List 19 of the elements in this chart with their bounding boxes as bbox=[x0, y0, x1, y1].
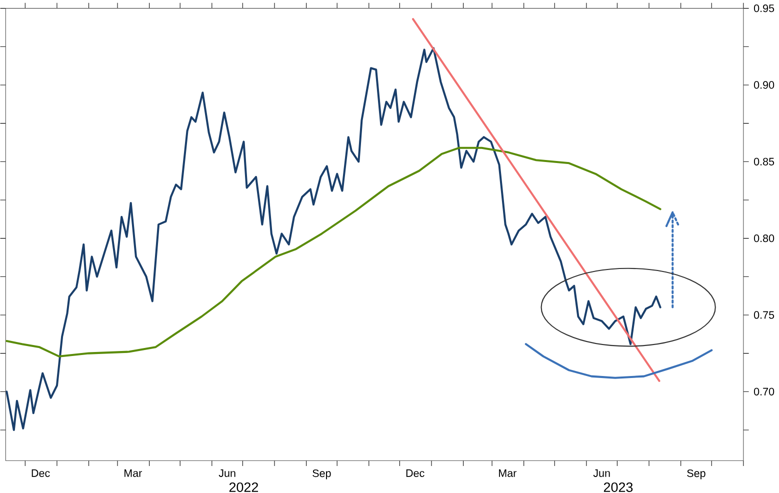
y-tick-label: 0.70 bbox=[754, 388, 774, 396]
y-tick-label: 0.90 bbox=[754, 81, 774, 89]
y-tick-label: 0.75 bbox=[754, 311, 774, 319]
x-tick-label: Mar bbox=[499, 469, 516, 477]
y-tick-label: 0.80 bbox=[754, 234, 774, 242]
x-tick-label: Jun bbox=[218, 469, 236, 477]
x-tick-label: Dec bbox=[32, 469, 50, 477]
x-tick-label: Dec bbox=[406, 469, 424, 477]
line-series bbox=[6, 146, 662, 358]
text: 2022 bbox=[229, 482, 258, 492]
x-tick-label: Mar bbox=[124, 469, 142, 477]
text: 2023 bbox=[604, 482, 633, 492]
x-tick-label: Jun bbox=[593, 469, 610, 477]
line-series bbox=[6, 47, 662, 431]
x-tick-label: Sep bbox=[312, 469, 331, 480]
x-tick-label: Sep bbox=[687, 469, 706, 480]
y-tick-label: 0.95 bbox=[754, 4, 774, 12]
y-tick-label: 0.85 bbox=[754, 158, 774, 166]
line-series bbox=[524, 342, 713, 379]
